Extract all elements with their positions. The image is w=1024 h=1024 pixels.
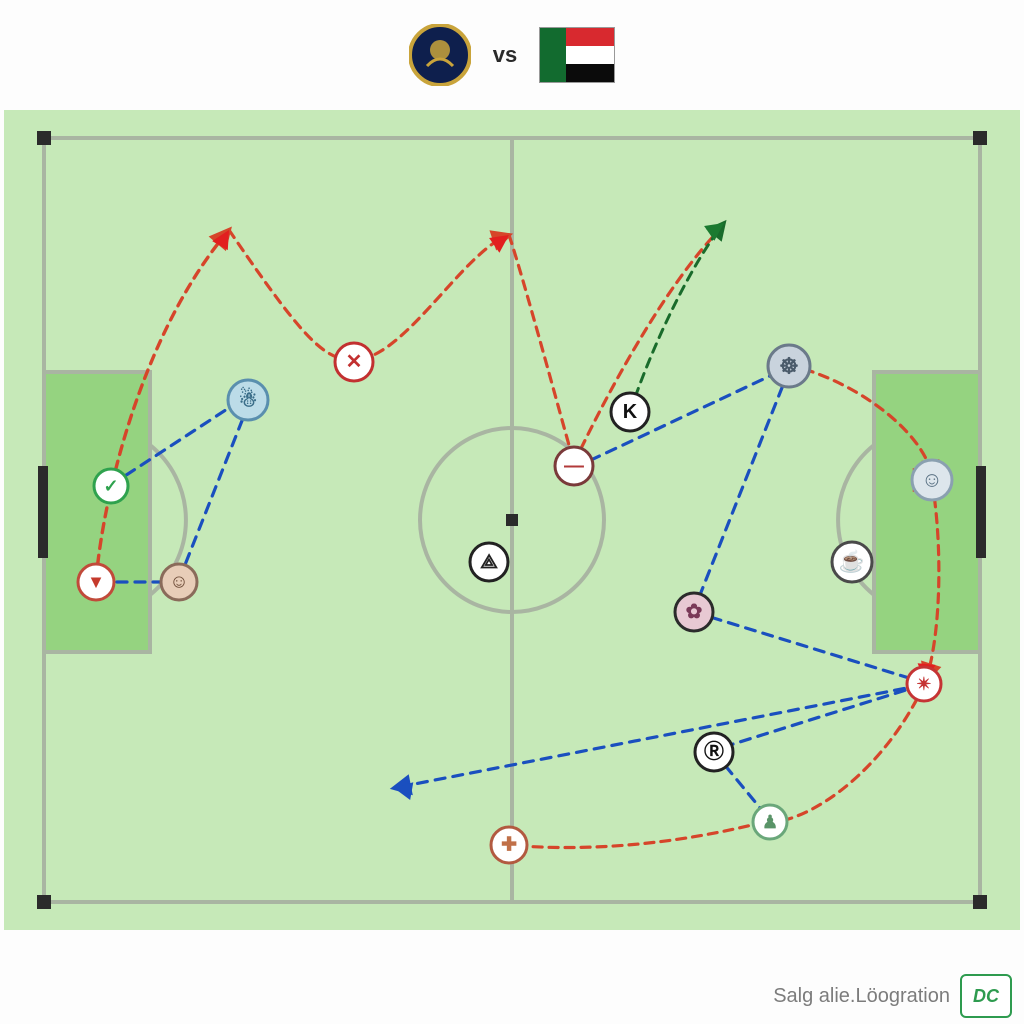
player-token[interactable]: ☕ <box>832 542 872 582</box>
player-token[interactable]: ― <box>555 447 593 485</box>
player-token[interactable]: ☺ <box>912 460 952 500</box>
svg-text:✴: ✴ <box>917 674 932 694</box>
svg-text:―: ― <box>564 455 584 477</box>
player-token[interactable]: ⟁ <box>470 543 508 581</box>
player-token[interactable]: ✴ <box>907 667 941 701</box>
player-token[interactable]: ☃ <box>228 380 268 420</box>
svg-text:☃: ☃ <box>239 387 258 412</box>
player-token[interactable]: K <box>611 393 649 431</box>
svg-text:☸: ☸ <box>779 354 799 379</box>
svg-text:☺: ☺ <box>169 572 188 593</box>
player-token[interactable]: ☸ <box>768 345 810 387</box>
player-token[interactable]: ✚ <box>491 827 527 863</box>
tactics-pitch: ▾ ☺ ✓ ☃ ✕ ⟁ ― K ☸ ✿ Ⓡ ♟ ☕ ☺ ✴ ✚ <box>4 110 1020 930</box>
player-token[interactable]: ✓ <box>94 469 128 503</box>
footer-logo-icon: DC <box>960 974 1012 1018</box>
team-b-flag <box>539 27 615 83</box>
svg-text:✓: ✓ <box>104 476 119 496</box>
match-header: vs <box>0 0 1024 110</box>
player-token[interactable]: ✕ <box>335 343 373 381</box>
footer-text: Salg alie.Löogration <box>773 985 950 1008</box>
svg-text:✕: ✕ <box>346 351 363 373</box>
player-token[interactable]: ✿ <box>675 593 713 631</box>
svg-text:K: K <box>623 401 638 423</box>
svg-text:▾: ▾ <box>90 572 102 593</box>
svg-text:☺: ☺ <box>921 469 942 492</box>
vs-label: vs <box>493 42 517 68</box>
player-token[interactable]: ☺ <box>161 564 197 600</box>
svg-text:✿: ✿ <box>686 601 703 623</box>
svg-text:Ⓡ: Ⓡ <box>704 740 724 763</box>
svg-text:☕: ☕ <box>839 549 865 574</box>
player-token[interactable]: Ⓡ <box>695 733 733 771</box>
player-token[interactable]: ▾ <box>78 564 114 600</box>
svg-text:♟: ♟ <box>762 812 778 832</box>
player-token[interactable]: ♟ <box>753 805 787 839</box>
svg-text:✚: ✚ <box>501 835 517 856</box>
svg-text:⟁: ⟁ <box>480 551 498 573</box>
footer: Salg alie.Löogration DC <box>773 974 1012 1018</box>
pitch-svg: ▾ ☺ ✓ ☃ ✕ ⟁ ― K ☸ ✿ Ⓡ ♟ ☕ ☺ ✴ ✚ <box>4 110 1020 930</box>
team-a-badge <box>409 24 471 86</box>
